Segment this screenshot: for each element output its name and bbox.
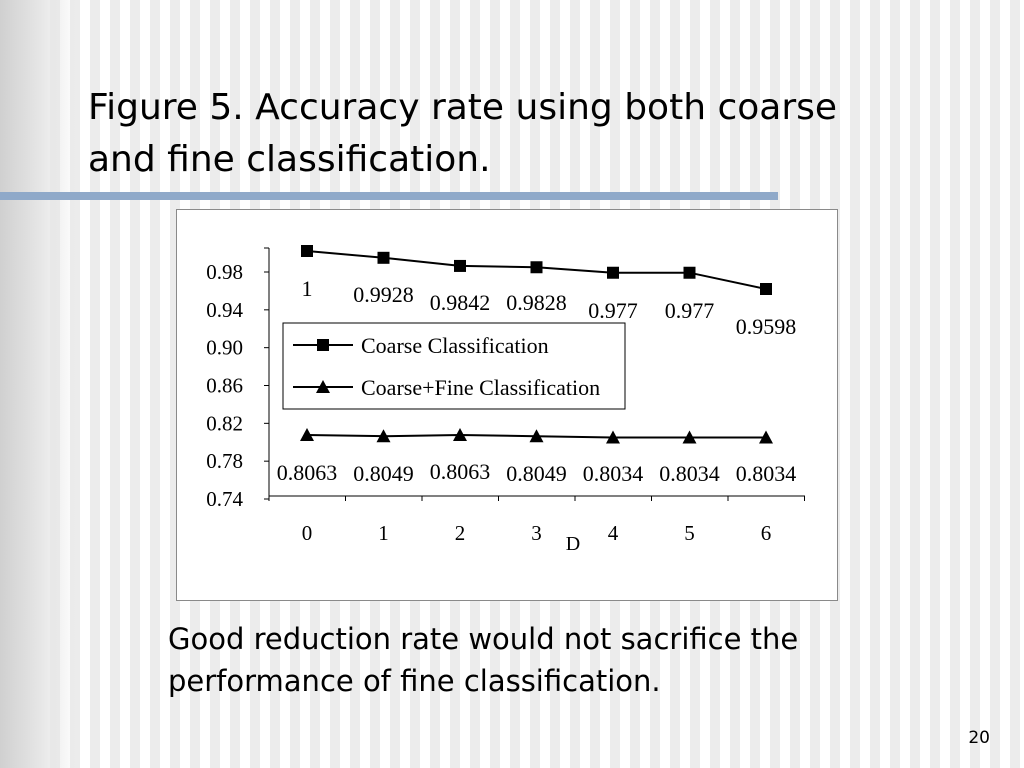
chart-frame: 0.98 0.94 0.90 0.86 0.82 0.78 0.74 0 1 2 3 4 5 6 D 1 0.9… — [176, 209, 838, 601]
y-tick-label: 0.82 — [206, 411, 243, 435]
x-tick-label: 5 — [684, 521, 695, 545]
coarse-data-label: 0.9842 — [430, 290, 491, 315]
y-tick-label: 0.74 — [206, 487, 243, 511]
coarse-data-label: 1 — [302, 276, 313, 301]
coarse-point — [301, 245, 313, 257]
coarse-point — [683, 266, 696, 279]
page-number: 20 — [968, 728, 990, 748]
caption-line-1: Good reduction rate would not sacrifice … — [168, 622, 799, 656]
x-tick-label: 6 — [761, 521, 772, 545]
legend-marker-coarse-fine — [316, 380, 330, 393]
slide-title-line-2: and fine classification. — [88, 139, 491, 180]
y-tick-label: 0.90 — [206, 336, 243, 360]
coarse-point — [760, 283, 772, 295]
slide-title-line-1: Figure 5. Accuracy rate using both coars… — [88, 87, 838, 128]
left-decorative-band — [0, 0, 78, 768]
coarse-data-label: 0.9598 — [736, 314, 797, 339]
x-tick-label: 2 — [455, 521, 466, 545]
y-tick-label: 0.94 — [206, 298, 243, 322]
coarse-fine-data-label: 0.8063 — [277, 460, 338, 485]
coarse-fine-data-label: 0.8063 — [430, 459, 491, 484]
coarse-fine-data-label: 0.8034 — [583, 461, 644, 486]
x-tick-label: 4 — [608, 521, 619, 545]
coarse-fine-point — [376, 429, 391, 443]
legend-label-coarse: Coarse Classification — [361, 333, 549, 358]
y-tick-label: 0.86 — [206, 374, 243, 398]
title-divider — [0, 192, 778, 200]
coarse-data-label: 0.977 — [588, 298, 638, 323]
y-tick-label: 0.98 — [206, 260, 243, 284]
x-tick-label: 1 — [378, 521, 389, 545]
coarse-fine-data-label: 0.8049 — [353, 461, 414, 486]
coarse-fine-point — [606, 430, 620, 444]
coarse-fine-data-label: 0.8049 — [506, 461, 567, 486]
coarse-fine-data-label: 0.8034 — [736, 461, 797, 486]
accuracy-line-chart: 0.98 0.94 0.90 0.86 0.82 0.78 0.74 0 1 2 3 4 5 6 D 1 0.9… — [206, 245, 805, 555]
coarse-data-label: 0.9828 — [506, 290, 567, 315]
coarse-point — [607, 266, 619, 279]
coarse-fine-point — [529, 429, 544, 443]
slide-title: Figure 5. Accuracy rate using both coars… — [88, 82, 968, 186]
coarse-data-label: 0.9928 — [353, 282, 414, 307]
coarse-data-label: 0.977 — [665, 298, 715, 323]
legend-label-coarse-fine: Coarse+Fine Classification — [361, 375, 600, 400]
y-tick-label: 0.78 — [206, 449, 243, 473]
x-axis-label: D — [566, 533, 580, 555]
coarse-point — [530, 261, 543, 274]
coarse-fine-point — [300, 428, 314, 441]
coarse-fine-point — [453, 428, 467, 441]
slide-caption: Good reduction rate would not sacrifice … — [168, 618, 968, 702]
legend-box — [282, 322, 626, 410]
coarse-fine-point — [759, 430, 773, 444]
coarse-fine-data-label: 0.8034 — [659, 461, 720, 486]
coarse-fine-point — [682, 430, 697, 444]
legend-marker-coarse — [317, 339, 329, 351]
coarse-point — [377, 251, 390, 264]
x-tick-label: 3 — [531, 521, 542, 545]
x-tick-label: 0 — [302, 521, 313, 545]
coarse-point — [454, 259, 466, 272]
caption-line-2: performance of fine classification. — [168, 664, 661, 698]
